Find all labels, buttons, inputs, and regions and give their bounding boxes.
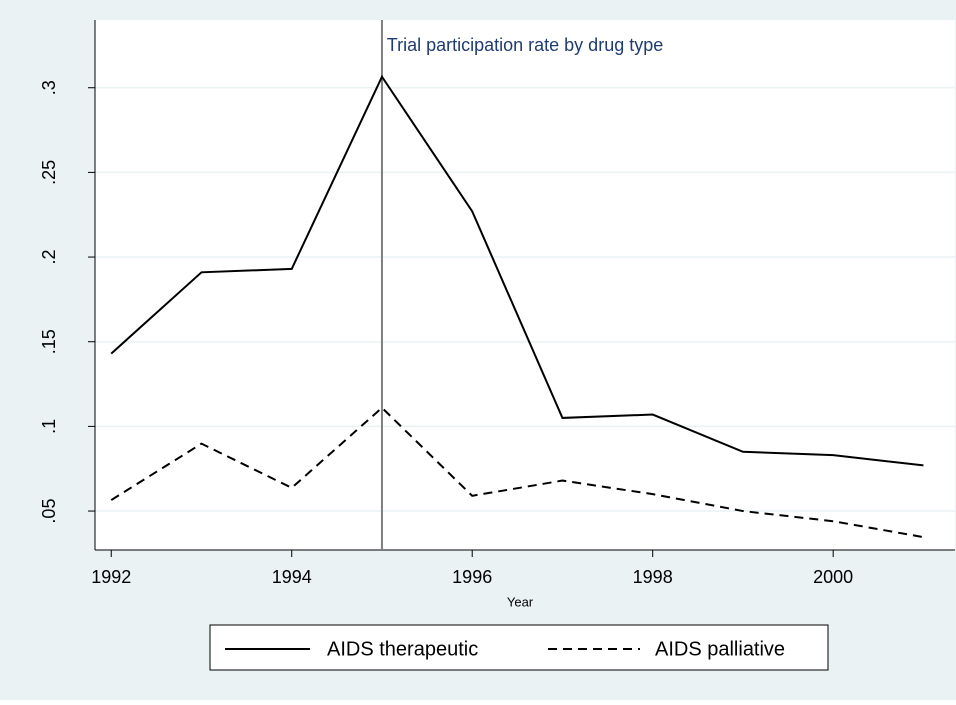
y-tick-label: .2 [39, 250, 59, 265]
legend-box [209, 624, 829, 671]
x-axis-label: Year [507, 594, 534, 609]
legend-label: AIDS therapeutic [327, 638, 478, 660]
x-tick-label: 2000 [813, 567, 853, 587]
plot-area [95, 20, 955, 550]
y-tick-label: .15 [39, 329, 59, 354]
series-line [110, 74, 924, 467]
y-tick-label: .1 [39, 419, 59, 434]
y-tick-label: .25 [39, 160, 59, 185]
series-line [110, 406, 924, 539]
x-tick-label: 1996 [452, 567, 492, 587]
x-tick-label: 1994 [272, 567, 312, 587]
x-tick-label: 1998 [633, 567, 673, 587]
y-tick-label: .3 [39, 80, 59, 95]
y-tick-label: .05 [39, 499, 59, 524]
legend-label: AIDS palliative [655, 638, 785, 660]
x-tick-label: 1992 [91, 567, 131, 587]
chart-title: Trial participation rate by drug type [387, 35, 663, 55]
